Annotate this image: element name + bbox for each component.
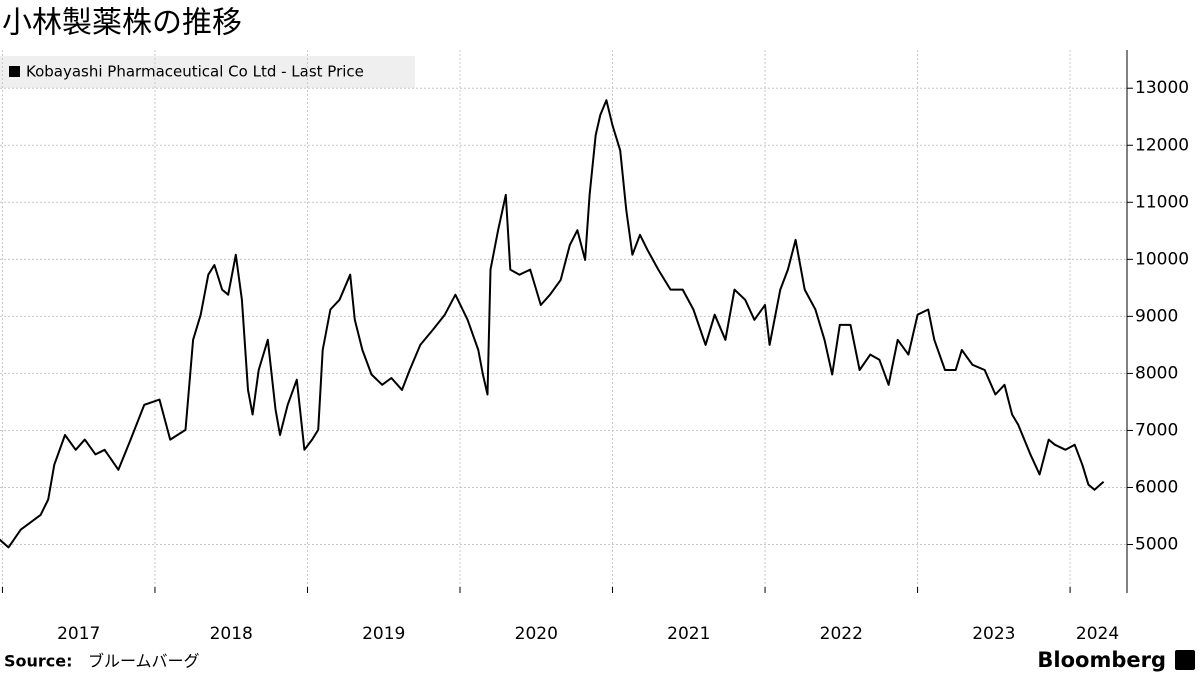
y-tick-label: 8000 — [1135, 363, 1178, 383]
plot-area: 5000 6000 7000 8000 9000 10000 11000 12000 13000… — [0, 50, 1189, 644]
y-tick-label: 7000 — [1135, 420, 1178, 440]
source-label: Source: — [4, 652, 73, 671]
y-tick-label: 10000 — [1135, 249, 1189, 269]
legend-box — [0, 56, 415, 88]
source-text: ブルームバーグ — [88, 652, 200, 671]
chart-title: 小林製薬株の推移 — [2, 6, 242, 41]
y-tick-label: 11000 — [1135, 192, 1189, 212]
x-tick-label: 2023 — [972, 624, 1015, 644]
y-tick-label: 13000 — [1135, 78, 1189, 98]
y-tick-label: 12000 — [1135, 135, 1189, 155]
price-line — [0, 99, 1105, 549]
legend-swatch — [9, 66, 20, 77]
x-tick-label: 2021 — [667, 624, 710, 644]
x-tick-label: 2024 — [1076, 624, 1119, 644]
brand-logo: Bloomberg — [1037, 648, 1166, 672]
x-tick-label: 2017 — [57, 624, 100, 644]
legend-label: Kobayashi Pharmaceutical Co Ltd - Last P… — [26, 63, 364, 81]
x-tick-label: 2018 — [210, 624, 253, 644]
y-tick-label: 5000 — [1135, 535, 1178, 555]
x-tick-label: 2019 — [362, 624, 405, 644]
brand-icon — [1175, 650, 1195, 670]
x-tick-label: 2020 — [515, 624, 558, 644]
y-tick-label: 6000 — [1135, 477, 1178, 497]
x-tick-label: 2022 — [820, 624, 863, 644]
y-tick-label: 9000 — [1135, 306, 1178, 326]
